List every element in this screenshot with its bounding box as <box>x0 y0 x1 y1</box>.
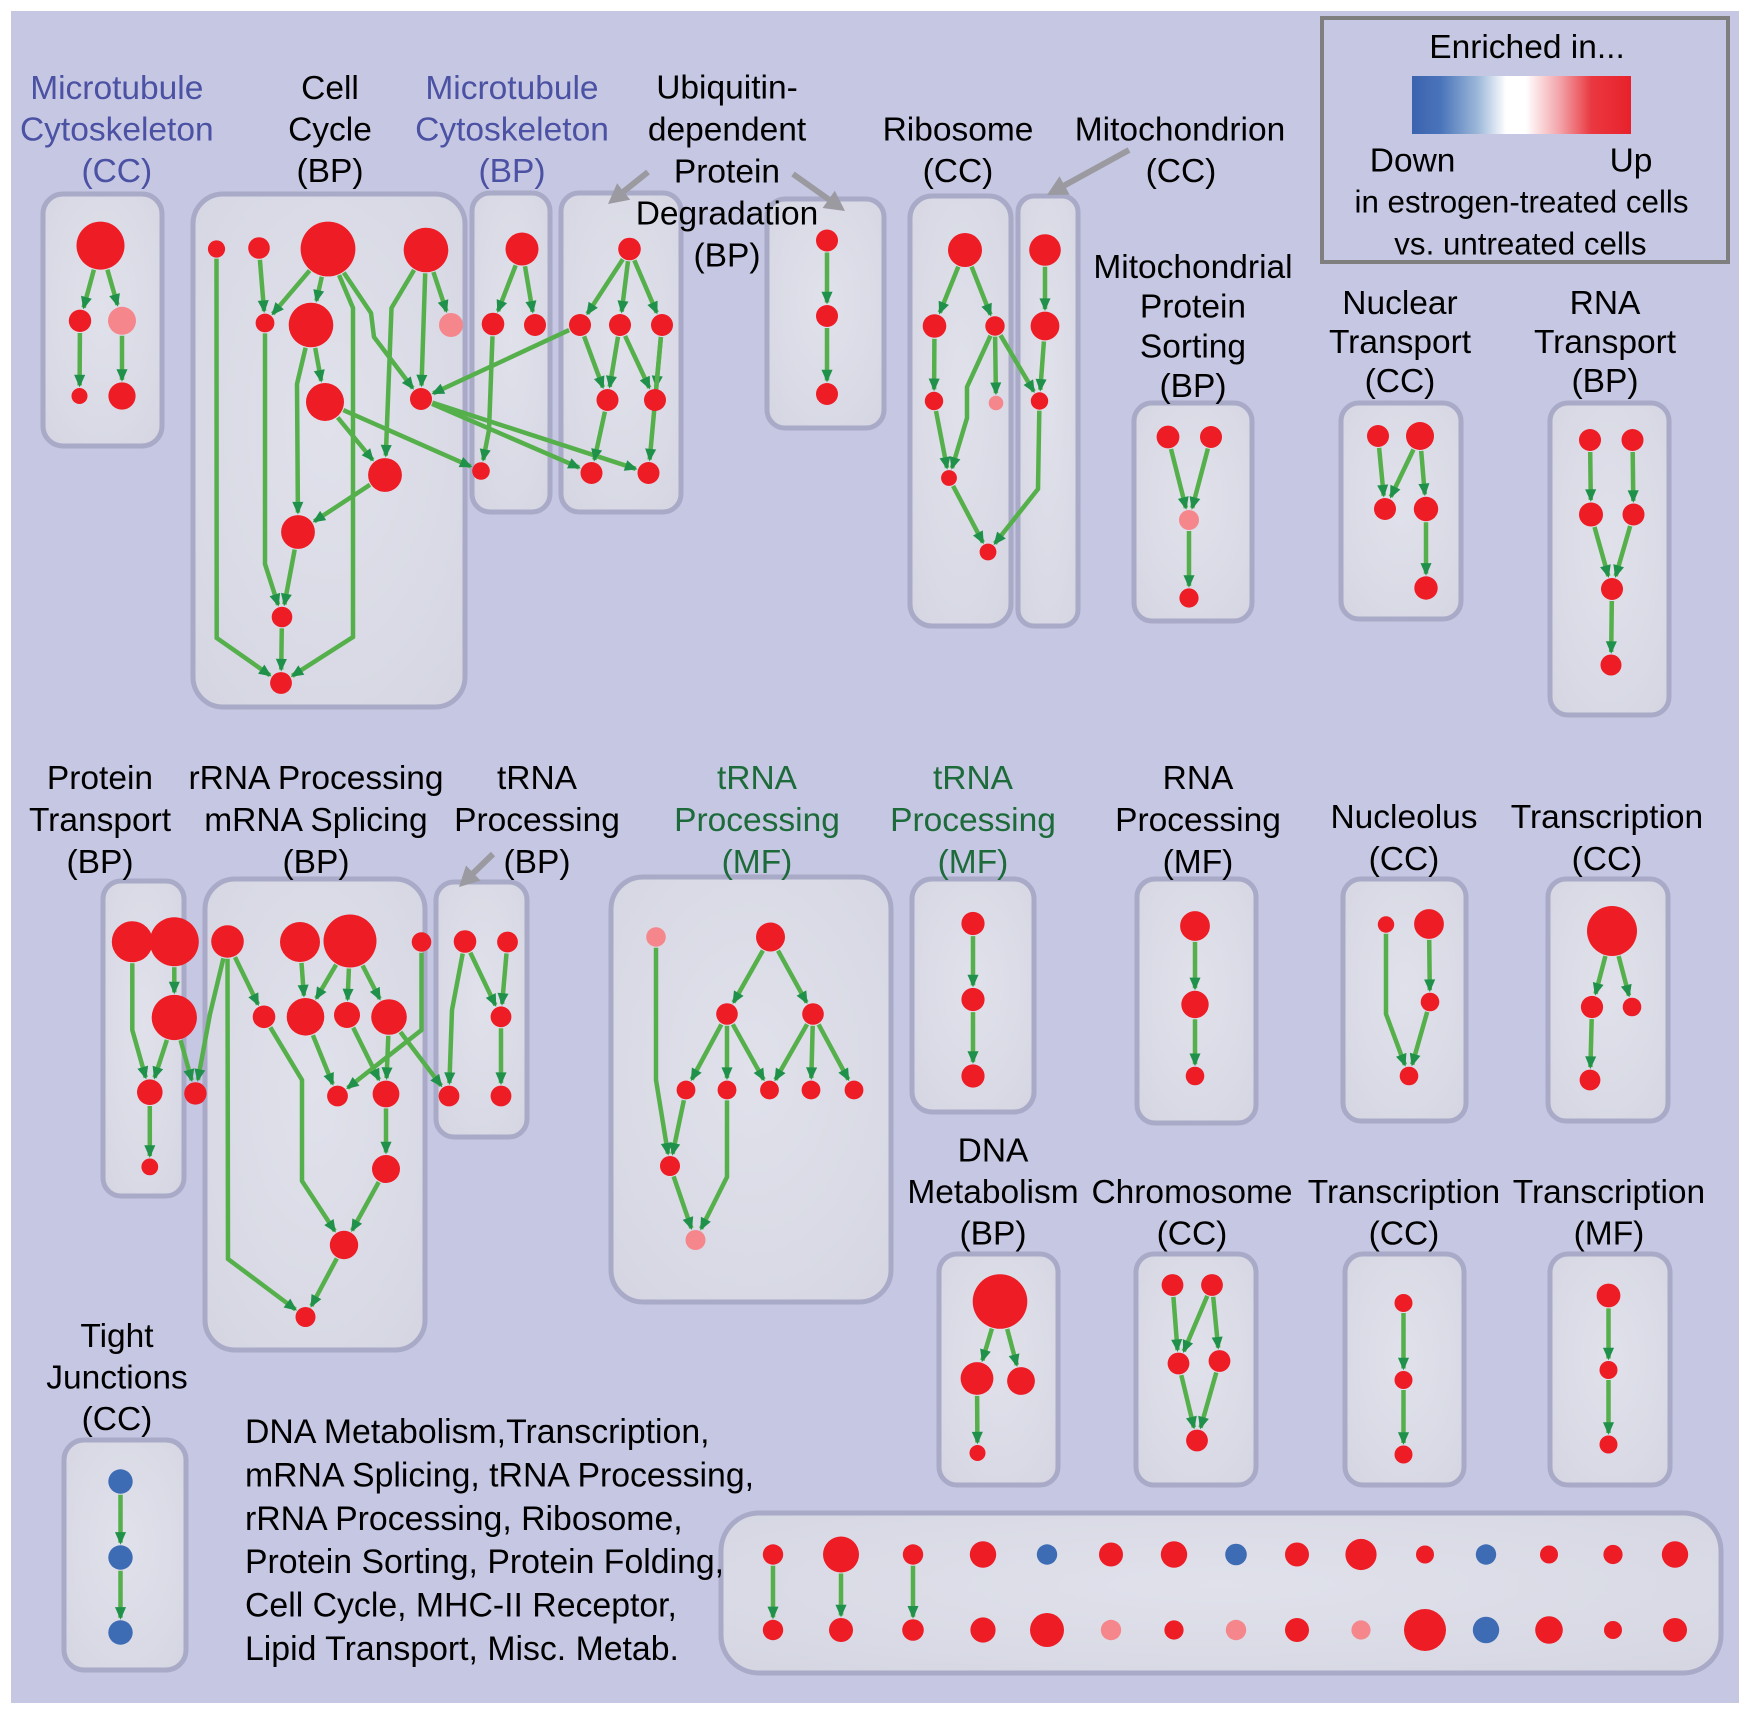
svg-text:Nucleolus: Nucleolus <box>1330 799 1477 836</box>
svg-text:Transport: Transport <box>29 802 172 839</box>
svg-text:Cycle: Cycle <box>288 112 372 149</box>
svg-text:Processing: Processing <box>454 802 620 839</box>
svg-text:(BP): (BP) <box>67 844 134 881</box>
svg-text:tRNA: tRNA <box>497 760 578 797</box>
svg-text:(CC): (CC) <box>1365 363 1436 400</box>
svg-text:Mitochondrion: Mitochondrion <box>1075 112 1285 149</box>
svg-text:Lipid Transport, Misc. Metab.: Lipid Transport, Misc. Metab. <box>245 1630 679 1668</box>
svg-text:Degradation: Degradation <box>636 196 819 233</box>
svg-text:Protein: Protein <box>674 154 780 191</box>
svg-text:in estrogen-treated cells: in estrogen-treated cells <box>1354 185 1688 220</box>
svg-text:(CC): (CC) <box>1157 1216 1228 1253</box>
svg-text:(CC): (CC) <box>1146 153 1217 190</box>
svg-text:mRNA Splicing, tRNA Processing: mRNA Splicing, tRNA Processing, <box>245 1456 754 1494</box>
svg-text:(MF): (MF) <box>722 844 793 881</box>
svg-text:RNA: RNA <box>1163 760 1234 797</box>
svg-text:Enriched in...: Enriched in... <box>1429 29 1625 66</box>
svg-text:DNA: DNA <box>958 1133 1029 1170</box>
svg-text:Transport: Transport <box>1534 324 1677 361</box>
svg-text:(BP): (BP) <box>283 844 350 881</box>
svg-text:(CC): (CC) <box>82 1401 153 1438</box>
svg-text:Transcription: Transcription <box>1511 799 1703 836</box>
svg-text:Junctions: Junctions <box>46 1360 188 1397</box>
svg-text:Up: Up <box>1610 143 1653 180</box>
svg-text:Processing: Processing <box>674 802 840 839</box>
svg-text:Cell: Cell <box>301 70 359 107</box>
svg-text:tRNA: tRNA <box>717 760 798 797</box>
svg-text:(CC): (CC) <box>1572 841 1643 878</box>
svg-text:Protein Sorting, Protein Foldi: Protein Sorting, Protein Folding, <box>245 1543 724 1581</box>
svg-text:Microtubule: Microtubule <box>30 70 203 107</box>
svg-text:Nuclear: Nuclear <box>1342 285 1457 322</box>
svg-text:Cell Cycle, MHC-II Receptor,: Cell Cycle, MHC-II Receptor, <box>245 1587 677 1625</box>
svg-text:(CC): (CC) <box>81 153 152 190</box>
svg-text:(BP): (BP) <box>479 153 546 190</box>
svg-text:RNA: RNA <box>1570 285 1641 322</box>
svg-text:Chromosome: Chromosome <box>1091 1174 1292 1211</box>
svg-text:(CC): (CC) <box>923 153 994 190</box>
svg-text:(BP): (BP) <box>960 1216 1027 1253</box>
svg-text:Ribosome: Ribosome <box>883 112 1034 149</box>
svg-text:(BP): (BP) <box>504 844 571 881</box>
svg-text:rRNA Processing, Ribosome,: rRNA Processing, Ribosome, <box>245 1500 683 1538</box>
svg-text:Processing: Processing <box>890 802 1056 839</box>
svg-text:(BP): (BP) <box>694 238 761 275</box>
svg-text:Down: Down <box>1370 143 1456 180</box>
svg-text:(MF): (MF) <box>1163 844 1234 881</box>
svg-text:Transcription: Transcription <box>1513 1174 1705 1211</box>
svg-text:Tight: Tight <box>80 1318 154 1355</box>
svg-text:Transport: Transport <box>1329 324 1472 361</box>
svg-text:(BP): (BP) <box>1160 368 1227 405</box>
svg-text:Cytoskeleton: Cytoskeleton <box>20 112 214 149</box>
svg-text:Protein: Protein <box>1140 289 1246 326</box>
svg-text:(CC): (CC) <box>1369 1216 1440 1253</box>
svg-text:Transcription: Transcription <box>1308 1174 1500 1211</box>
svg-text:(BP): (BP) <box>1572 363 1639 400</box>
svg-text:dependent: dependent <box>648 112 807 149</box>
svg-text:Microtubule: Microtubule <box>425 70 598 107</box>
svg-text:rRNA Processing: rRNA Processing <box>188 760 443 797</box>
svg-text:Processing: Processing <box>1115 802 1281 839</box>
svg-text:(BP): (BP) <box>297 153 364 190</box>
svg-text:Ubiquitin-: Ubiquitin- <box>656 70 798 107</box>
svg-text:Metabolism: Metabolism <box>907 1174 1078 1211</box>
svg-text:(MF): (MF) <box>938 844 1009 881</box>
svg-text:Sorting: Sorting <box>1140 328 1246 365</box>
svg-text:Mitochondrial: Mitochondrial <box>1093 249 1292 286</box>
svg-text:DNA Metabolism,Transcription,: DNA Metabolism,Transcription, <box>245 1413 710 1451</box>
svg-text:(CC): (CC) <box>1369 841 1440 878</box>
svg-text:Cytoskeleton: Cytoskeleton <box>415 112 609 149</box>
svg-text:(MF): (MF) <box>1574 1216 1645 1253</box>
svg-text:mRNA Splicing: mRNA Splicing <box>204 802 427 839</box>
svg-text:vs. untreated cells: vs. untreated cells <box>1394 227 1646 262</box>
svg-text:tRNA: tRNA <box>933 760 1014 797</box>
svg-text:Protein: Protein <box>47 760 153 797</box>
